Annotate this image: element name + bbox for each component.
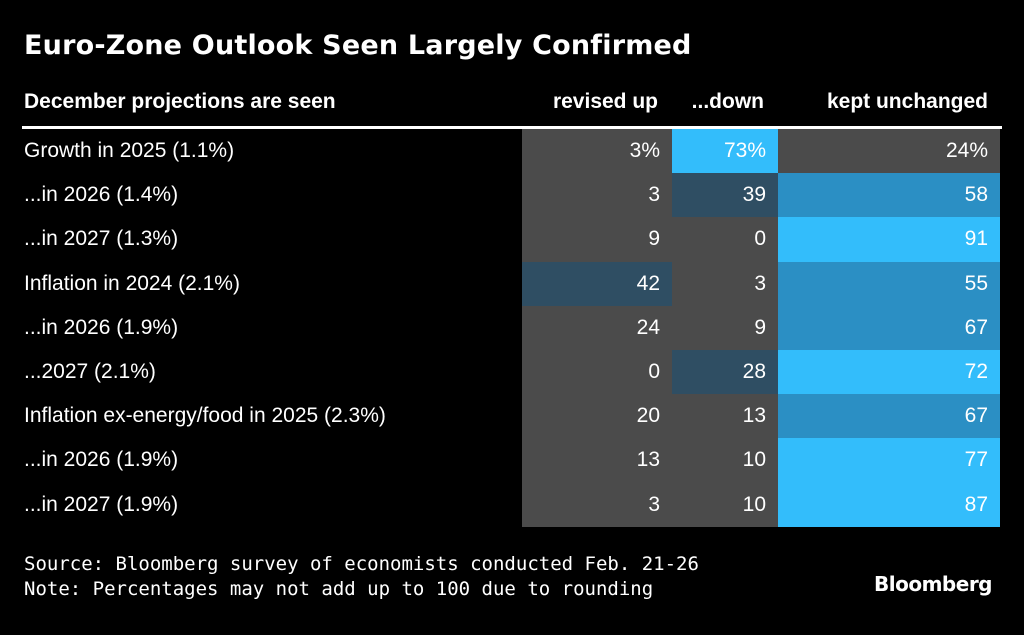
column-header-revised-up: revised up [552,90,658,113]
table-row: ...in 2026 (1.4%) 3 39 58 [0,173,1024,218]
chart-title: Euro-Zone Outlook Seen Largely Confirmed [24,30,692,61]
cell-down: 10 [672,438,778,483]
cell-revised-up: 3 [522,173,672,218]
row-label: ...in 2026 (1.4%) [24,183,179,207]
row-label: ...in 2026 (1.9%) [24,448,179,472]
table-row: ...in 2027 (1.3%) 9 0 91 [0,217,1024,262]
cell-kept-unchanged: 24% [778,129,1000,174]
table-row: ...in 2026 (1.9%) 24 9 67 [0,305,1024,350]
cell-kept-unchanged: 87 [778,482,1000,527]
header-rule [22,126,1002,129]
cell-down: 9 [672,305,778,350]
header-label: December projections are seen [24,90,336,113]
row-label: ...in 2027 (1.3%) [24,227,179,251]
row-label: Inflation ex-energy/food in 2025 (2.3%) [24,404,386,428]
cell-revised-up: 3 [522,482,672,527]
cell-kept-unchanged: 77 [778,438,1000,483]
cell-down: 13 [672,394,778,439]
cell-kept-unchanged: 67 [778,394,1000,439]
cell-revised-up: 24 [522,305,672,350]
cell-down: 0 [672,217,778,262]
column-header-kept-unchanged: kept unchanged [826,90,988,113]
cell-revised-up: 42 [522,261,672,306]
column-header-down: ...down [691,90,764,113]
cell-revised-up: 3% [522,129,672,174]
row-label: ...in 2027 (1.9%) [24,492,179,516]
cell-kept-unchanged: 91 [778,217,1000,262]
table-row: Inflation in 2024 (2.1%) 42 3 55 [0,261,1024,306]
cell-kept-unchanged: 55 [778,261,1000,306]
cell-down: 28 [672,349,778,395]
projections-table: Growth in 2025 (1.1%) 3% 73% 24% ...in 2026 … [0,129,1024,527]
cell-down: 10 [672,482,778,527]
cell-revised-up: 13 [522,438,672,483]
row-label: Inflation in 2024 (2.1%) [24,271,240,295]
rounding-note: Note: Percentages may not add up to 100 … [24,578,654,600]
cell-revised-up: 0 [522,349,672,395]
table-row: Growth in 2025 (1.1%) 3% 73% 24% [0,129,1024,174]
source-note: Source: Bloomberg survey of economists c… [24,553,699,575]
cell-revised-up: 20 [522,394,672,439]
cell-down: 3 [672,261,778,306]
row-label: Growth in 2025 (1.1%) [24,139,235,162]
table-row: ...in 2027 (1.9%) 3 10 87 [0,482,1024,527]
table-row: Inflation ex-energy/food in 2025 (2.3%) 2… [0,394,1024,439]
cell-down: 39 [672,173,778,218]
cell-kept-unchanged: 67 [778,305,1000,350]
cell-kept-unchanged: 72 [778,349,1000,395]
cell-kept-unchanged: 58 [778,173,1000,218]
table-row: ...in 2026 (1.9%) 13 10 77 [0,438,1024,483]
table-row: ...2027 (2.1%) 0 28 72 [0,349,1024,395]
row-label: ...in 2026 (1.9%) [24,315,179,339]
cell-revised-up: 9 [522,217,672,262]
bloomberg-logo: Bloomberg [874,572,992,596]
row-label: ...2027 (2.1%) [24,359,156,383]
cell-down: 73% [672,129,778,174]
